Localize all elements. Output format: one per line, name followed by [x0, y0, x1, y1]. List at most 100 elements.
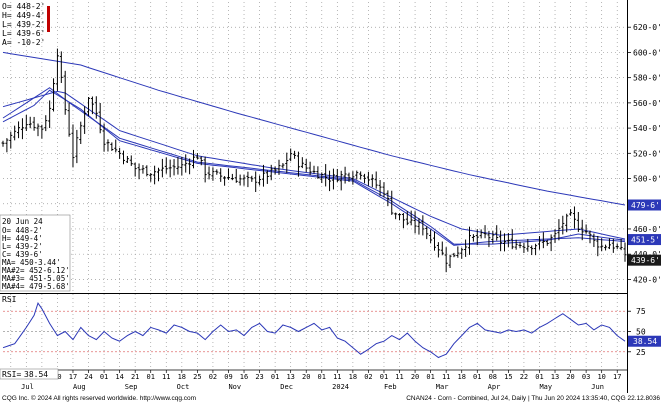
price-bar [13, 125, 17, 141]
day-tick-label: 18 [349, 373, 357, 381]
price-bar [600, 238, 604, 252]
price-bar [191, 149, 195, 169]
rsi-tick-label: 75 [636, 307, 646, 316]
day-tick-label: 17 [613, 373, 621, 381]
price-bar [526, 238, 530, 252]
ohlc-bars [1, 48, 627, 273]
price-bar [234, 168, 238, 183]
price-bar [90, 96, 94, 115]
price-bar [343, 166, 347, 184]
day-tick-label: 11 [333, 373, 341, 381]
price-bar [557, 219, 561, 241]
price-bar [328, 170, 332, 192]
info-close: C= 439-6' [2, 250, 43, 259]
price-bar [483, 225, 487, 239]
price-bar [87, 97, 91, 117]
day-tick-label: 20 [302, 373, 310, 381]
price-bar [611, 238, 615, 253]
price-bar [596, 235, 600, 257]
price-bar [129, 155, 133, 166]
price-bar [530, 245, 534, 256]
info-ma: MA= 450-3.44' [2, 258, 61, 267]
price-tick-label: 460-0' [633, 225, 662, 234]
day-tick-label: 02 [209, 373, 217, 381]
month-label: 2024 [332, 383, 349, 391]
month-label: Feb [384, 383, 397, 391]
price-bar [71, 124, 75, 168]
footer-symbol-info: CNAN24 - Corn - Combined, Jul 24, Daily … [406, 395, 660, 402]
price-bar [114, 139, 118, 153]
price-bar [374, 171, 378, 189]
price-tick-label: 520-0' [633, 149, 662, 158]
day-tick-label: 01 [473, 373, 481, 381]
price-bar [258, 175, 262, 186]
price-bar [592, 233, 596, 248]
rsi-readout-label: RSI= [2, 370, 21, 379]
price-bar [238, 174, 242, 186]
price-bar [145, 165, 149, 177]
day-tick-label: 18 [458, 373, 466, 381]
price-bar [118, 147, 122, 159]
header-ohlc: O= 448-2' H= 449-4' L= 439-2' L= 439-6' … [2, 2, 45, 47]
header-open: O= 448-2' [2, 2, 45, 11]
price-bar [534, 243, 538, 256]
price-bar [452, 252, 456, 258]
price-bar [366, 171, 370, 186]
price-bar [479, 229, 483, 239]
price-bar [55, 48, 59, 91]
price-bar [98, 103, 102, 134]
price-bar [289, 148, 293, 162]
panel-divider [0, 293, 627, 294]
day-tick-label: 10 [597, 373, 605, 381]
day-tick-label: 14 [115, 373, 123, 381]
price-bar [471, 234, 475, 242]
price-bar [293, 150, 297, 159]
rsi-axis: 75 50 25 [627, 307, 646, 357]
info-box: 20 Jun 24 O= 448-2' H= 449-4' L= 439-2' … [0, 214, 71, 292]
price-tick-label: 620-0' [633, 23, 662, 32]
price-bar [580, 219, 584, 241]
price-bar [421, 215, 425, 236]
price-bar [195, 153, 199, 160]
day-tick-label: 17 [69, 373, 77, 381]
day-tick-label: 03 [582, 373, 590, 381]
day-tick-label: 11 [442, 373, 450, 381]
price-bar [32, 116, 36, 131]
price-bar [487, 230, 491, 248]
price-bar [265, 170, 269, 184]
price-bar [409, 210, 413, 226]
price-bar [541, 232, 545, 249]
price-bar [28, 116, 32, 129]
info-low: L= 439-2' [2, 242, 43, 251]
price-bar [254, 171, 258, 193]
info-ma2: MA#2= 452-6.12' [2, 266, 70, 275]
price-bar [615, 243, 619, 250]
price-bar [312, 165, 316, 174]
price-bar [308, 161, 312, 176]
price-bar [219, 168, 223, 182]
price-bar [413, 211, 417, 234]
price-bar [199, 156, 203, 166]
price-tick-label: 560-0' [633, 99, 662, 108]
price-bar [604, 244, 608, 251]
price-bar [514, 239, 518, 250]
price-bar [499, 230, 503, 252]
price-bar [320, 172, 324, 184]
price-bar [188, 158, 192, 175]
price-bar [52, 78, 56, 112]
price-bar [122, 150, 126, 165]
day-tick-label: 18 [178, 373, 186, 381]
price-bar [110, 142, 114, 151]
price-bar [436, 242, 440, 258]
day-tick-label: 16 [240, 373, 248, 381]
price-bar [565, 213, 569, 233]
price-bar [40, 124, 44, 139]
price-bar [273, 166, 277, 175]
day-tick-label: 08 [489, 373, 497, 381]
price-bar [24, 114, 28, 131]
price-bar [242, 174, 246, 186]
price-bar [394, 212, 398, 220]
price-bar [537, 236, 541, 250]
price-bar [246, 171, 250, 188]
price-bar [569, 209, 573, 216]
